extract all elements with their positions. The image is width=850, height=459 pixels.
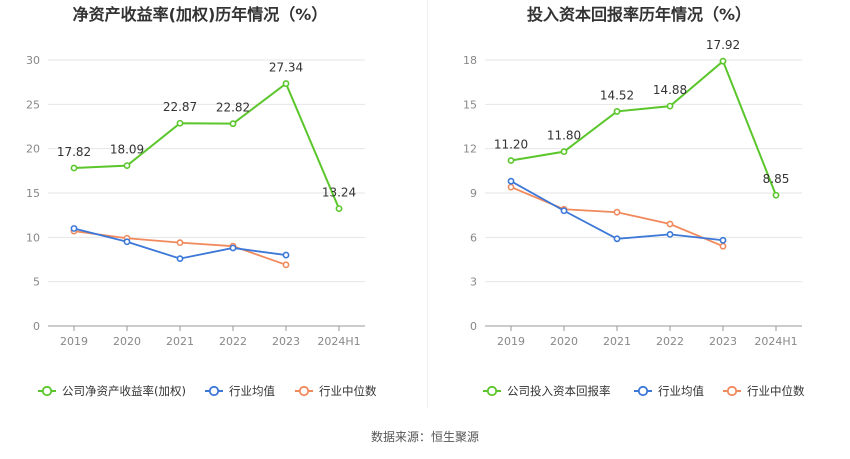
- series-line-1: [73, 82, 340, 209]
- data-point[interactable]: [335, 205, 343, 213]
- data-label: 27.34: [269, 61, 303, 75]
- legend-label: 行业均值: [229, 384, 275, 398]
- data-point[interactable]: [719, 57, 727, 65]
- x-tick-label: 2024H1: [317, 335, 360, 348]
- data-point[interactable]: [613, 108, 621, 115]
- y-tick-label: 15: [26, 187, 40, 200]
- y-tick-label: 25: [26, 98, 40, 111]
- legend-label: 行业中位数: [747, 384, 805, 398]
- legend-item-2[interactable]: 行业均值: [205, 384, 275, 398]
- x-tick-label: 2020: [550, 335, 578, 348]
- y-tick-label: 18: [463, 54, 477, 67]
- data-point[interactable]: [282, 80, 290, 87]
- x-tick-label: 2023: [709, 335, 737, 348]
- data-label: 17.82: [57, 145, 91, 159]
- data-label: 18.09: [110, 143, 144, 157]
- x-tick-label: 2022: [656, 335, 684, 348]
- legend-marker: [486, 385, 498, 397]
- legend-marker: [208, 385, 220, 397]
- y-tick-label: 6: [470, 231, 477, 244]
- legend-item-1[interactable]: 公司净资产收益率(加权): [38, 384, 186, 398]
- x-tick-label: 2023: [272, 335, 300, 348]
- data-point[interactable]: [123, 162, 131, 170]
- legend-item-1[interactable]: 公司投入资本回报率: [483, 384, 611, 398]
- data-point[interactable]: [282, 251, 290, 259]
- data-label: 22.82: [216, 101, 250, 115]
- y-tick-label: 5: [33, 276, 40, 289]
- data-point[interactable]: [123, 238, 131, 246]
- data-point[interactable]: [613, 235, 621, 243]
- data-label: 8.85: [763, 172, 790, 186]
- data-point[interactable]: [176, 239, 184, 247]
- data-point[interactable]: [70, 164, 78, 172]
- data-label: 13.24: [322, 186, 356, 200]
- chart-title: 投入资本回报率历年情况（%）: [527, 5, 751, 24]
- x-tick-label: 2019: [60, 335, 88, 348]
- x-tick-label: 2022: [219, 335, 247, 348]
- legend-item-2[interactable]: 行业均值: [634, 384, 704, 398]
- data-label: 14.88: [653, 83, 687, 97]
- data-point[interactable]: [507, 183, 515, 191]
- legend-marker: [298, 385, 310, 397]
- legend-item-3[interactable]: 行业中位数: [295, 384, 377, 398]
- data-point[interactable]: [176, 255, 184, 263]
- legend-marker: [637, 385, 649, 397]
- chart-2: 投入资本回报率历年情况（%） 0 3 6 9 12 15 18 2019 2020 2021 2022…: [463, 5, 805, 398]
- data-point[interactable]: [229, 120, 237, 128]
- legend-label: 行业均值: [658, 384, 704, 398]
- data-point[interactable]: [772, 191, 780, 199]
- legend-label: 行业中位数: [319, 384, 377, 398]
- data-label: 17.92: [706, 38, 740, 52]
- data-label: 22.87: [163, 100, 197, 114]
- data-label: 11.20: [494, 137, 528, 151]
- series-line-1: [510, 59, 777, 196]
- legend-marker: [41, 385, 53, 397]
- y-tick-label: 9: [470, 187, 477, 200]
- legend-label: 公司投入资本回报率: [507, 384, 611, 398]
- data-point[interactable]: [666, 220, 674, 228]
- y-tick-label: 0: [33, 320, 40, 333]
- y-tick-label: 30: [26, 54, 40, 67]
- legend-label: 公司净资产收益率(加权): [62, 384, 186, 398]
- data-point[interactable]: [507, 177, 515, 185]
- y-tick-label: 0: [470, 320, 477, 333]
- data-point[interactable]: [176, 119, 184, 127]
- legend-item-3[interactable]: 行业中位数: [723, 384, 805, 398]
- x-tick-label: 2024H1: [754, 335, 797, 348]
- y-tick-label: 3: [470, 276, 477, 289]
- y-tick-label: 20: [26, 143, 40, 156]
- y-tick-label: 12: [463, 143, 477, 156]
- data-point[interactable]: [229, 244, 237, 252]
- data-point[interactable]: [666, 230, 674, 238]
- data-point[interactable]: [282, 261, 290, 269]
- legend-marker: [726, 385, 738, 397]
- chart-1: 净资产收益率(加权)历年情况（%） 0 5 10 15 20 25 30 2019 2020 202…: [26, 5, 377, 398]
- data-source-note: 数据来源：恒生聚源: [370, 430, 479, 444]
- data-point[interactable]: [613, 208, 621, 216]
- x-tick-label: 2021: [166, 335, 194, 348]
- chart-title: 净资产收益率(加权)历年情况（%）: [73, 5, 328, 24]
- y-tick-label: 10: [26, 231, 40, 244]
- x-tick-label: 2021: [603, 335, 631, 348]
- data-label: 14.52: [600, 88, 634, 102]
- data-point[interactable]: [666, 102, 674, 110]
- data-label: 11.80: [547, 129, 581, 143]
- data-point[interactable]: [507, 157, 515, 164]
- data-point[interactable]: [719, 236, 727, 244]
- x-tick-label: 2020: [113, 335, 141, 348]
- data-point[interactable]: [719, 242, 727, 250]
- data-point[interactable]: [70, 225, 78, 232]
- y-tick-label: 15: [463, 98, 477, 111]
- panel-divider: [427, 0, 428, 408]
- data-point[interactable]: [560, 207, 568, 215]
- data-point[interactable]: [560, 148, 568, 156]
- x-tick-label: 2019: [497, 335, 525, 348]
